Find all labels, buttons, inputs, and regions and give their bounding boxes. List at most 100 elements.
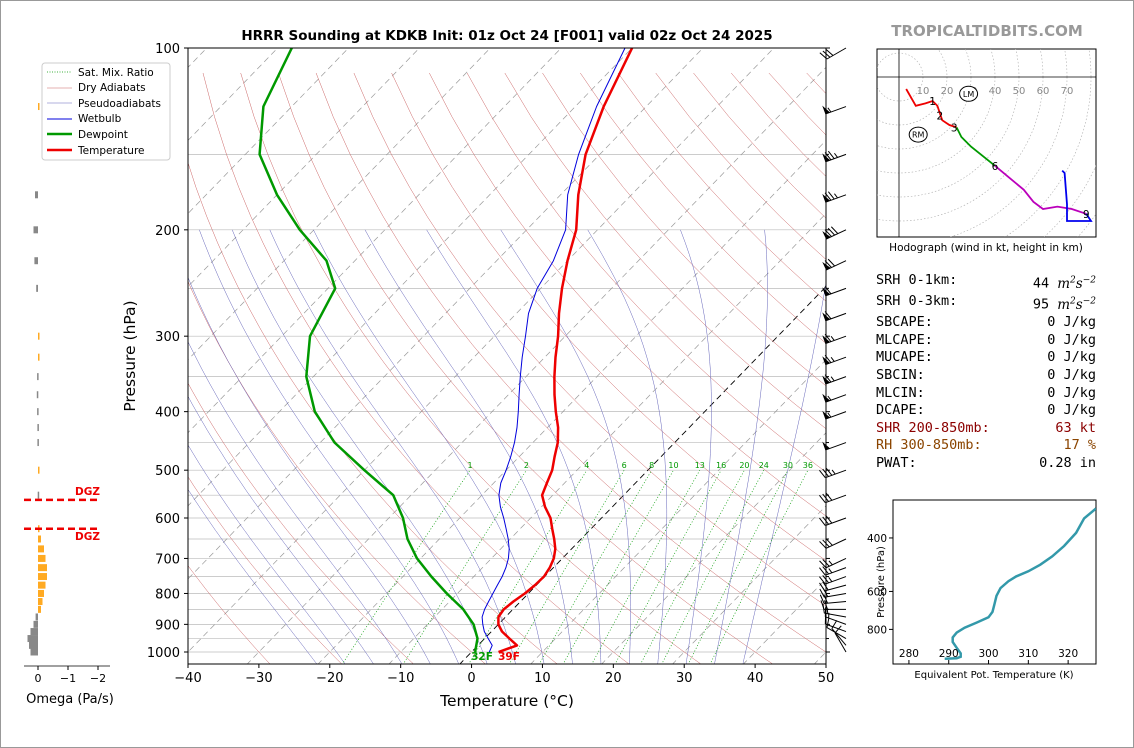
barb-flag — [822, 230, 831, 240]
omega-bar — [37, 424, 39, 432]
mixing-ratio-label: 4 — [584, 461, 589, 470]
wind-barb — [819, 581, 847, 592]
barb-full — [822, 559, 830, 567]
dry-adiabat-line — [429, 72, 826, 517]
theta-y-tick-label: 800 — [867, 624, 887, 636]
dry-adiabat-line — [278, 72, 774, 664]
series-wetbulb — [481, 48, 626, 653]
dry-adiabat-line — [504, 72, 826, 430]
wind-barb — [822, 286, 847, 297]
theta-y-tick-label: 600 — [867, 586, 887, 598]
x-tick-label: −30 — [245, 671, 272, 686]
barb-full — [822, 539, 830, 548]
barb-staff — [824, 612, 847, 618]
x-tick-label: 30 — [676, 671, 693, 686]
pseudoadiabat-line — [680, 229, 712, 664]
mixing-ratio-label: 2 — [524, 461, 529, 470]
omega-tick-label: 0 — [35, 672, 42, 685]
hodograph-ring-label: 50 — [1013, 86, 1026, 97]
hodograph-segment — [905, 88, 957, 129]
barb-full — [824, 229, 832, 237]
mixing-ratio-line — [661, 470, 765, 664]
omega-bar — [38, 605, 41, 613]
barb-half — [830, 356, 835, 362]
wind-barb — [822, 311, 847, 322]
barb-staff — [825, 469, 847, 479]
dry-adiabat-line — [202, 72, 630, 664]
wind-barb — [819, 492, 847, 504]
barb-staff — [825, 567, 847, 576]
wind-barb — [819, 47, 847, 60]
barb-full — [819, 560, 827, 569]
mixing-ratio-line — [508, 470, 625, 664]
barb-staff — [825, 106, 847, 115]
barb-staff — [825, 442, 847, 451]
theta-e-y-label: Pressure (hPa) — [876, 546, 887, 618]
barb-staff — [825, 576, 847, 585]
omega-bar — [36, 391, 39, 399]
barb-staff — [825, 623, 847, 633]
hodograph-height-label: 3 — [951, 122, 958, 134]
stat-value: 0 J/kg — [1047, 314, 1096, 331]
hodograph-height-label: 9 — [1083, 209, 1090, 221]
barb-half — [834, 152, 838, 158]
barb-half — [834, 193, 838, 199]
barb-flag — [822, 287, 831, 296]
barb-staff — [824, 584, 847, 592]
wind-barb — [831, 620, 847, 646]
wind-barb — [834, 625, 847, 653]
omega-panel: DGZ DGZ 0 −1 −2 Omega (Pa/s) — [24, 103, 114, 707]
hodograph-ring-label: 20 — [941, 86, 954, 97]
wind-barb — [822, 150, 847, 163]
barb-full — [822, 493, 830, 502]
barb-full — [819, 469, 826, 479]
barb-half — [828, 568, 833, 574]
stat-label: SRH 0-1km: — [876, 272, 958, 288]
legend-label-dry-adiabats: Dry Adiabats — [78, 82, 146, 94]
omega-ticks: 0 −1 −2 — [35, 666, 106, 685]
hodograph-caption: Hodograph (wind in kt, height in km) — [889, 242, 1083, 254]
barb-flag — [822, 441, 831, 451]
dry-adiabat-line — [188, 280, 486, 664]
mixing-ratio-label: 8 — [649, 461, 654, 470]
pseudoadiabat-line — [587, 229, 668, 664]
stats-panel: SRH 0-1km: 44 m2s−2 SRH 0-3km: 95 m2s−2 SBCA… — [876, 272, 1096, 473]
x-tick-label: 0 — [467, 671, 475, 686]
pseudoadiabat-line — [188, 395, 374, 664]
omega-bar — [37, 491, 40, 499]
theta-x-tick-label: 290 — [939, 648, 959, 660]
stat-value: 95 m2s−2 — [1032, 296, 1096, 313]
wind-barb — [819, 538, 847, 549]
pseudoadiabat-line — [500, 229, 631, 664]
barb-full — [824, 374, 832, 383]
dry-adiabat-line — [188, 382, 414, 664]
hodograph-height-label: 2 — [936, 110, 943, 122]
mixing-ratio-label: 20 — [739, 461, 749, 470]
isotherm-line — [459, 285, 826, 664]
barb-full — [822, 575, 830, 584]
barb-full — [819, 517, 826, 526]
barb-staff — [825, 517, 847, 526]
hodograph-segment — [1061, 169, 1093, 222]
stat-value: 63 kt — [1055, 419, 1096, 436]
hodograph-storm-markers: RM LM — [908, 85, 979, 143]
barb-staff — [825, 260, 847, 271]
hodograph-ring-label: 40 — [989, 86, 1002, 97]
stat-row: PWAT: 0.28 in — [876, 455, 1096, 473]
stat-value: 0 J/kg — [1047, 402, 1096, 419]
barb-flag — [822, 105, 831, 115]
barb-full — [830, 226, 839, 234]
wind-barb — [822, 410, 847, 420]
barb-staff — [826, 627, 847, 639]
barb-staff — [825, 356, 847, 366]
wind-barb — [819, 575, 847, 585]
barb-full — [819, 582, 826, 592]
wind-barb — [822, 191, 847, 203]
mixing-ratio-label: 13 — [695, 461, 705, 470]
omega-bar — [38, 581, 46, 589]
stat-value: 0 J/kg — [1047, 331, 1096, 348]
mixing-ratio-label: 16 — [716, 461, 726, 470]
pseudoadiabat-line — [188, 341, 403, 664]
theta-e-panel: 280 290 300 310 320 400 600 800 Equivalent Pot.… — [867, 499, 1097, 681]
isotherm-line — [188, 48, 775, 653]
